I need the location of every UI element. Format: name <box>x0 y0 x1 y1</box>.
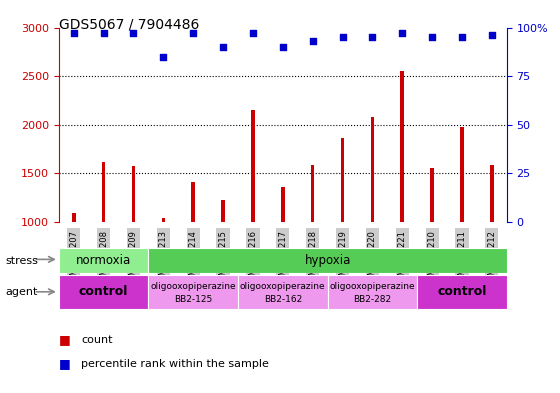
Bar <box>417 275 507 309</box>
Point <box>368 34 377 40</box>
Point <box>129 30 138 37</box>
Text: stress: stress <box>6 255 39 266</box>
Text: ■: ■ <box>59 333 71 347</box>
Bar <box>59 275 148 309</box>
Text: ■: ■ <box>59 357 71 370</box>
Bar <box>400 71 404 222</box>
Text: GDS5067 / 7904486: GDS5067 / 7904486 <box>59 18 199 32</box>
Text: oligooxopiperazine: oligooxopiperazine <box>240 282 325 291</box>
Point <box>69 30 78 37</box>
Bar <box>221 200 225 222</box>
Bar <box>192 182 195 222</box>
Bar <box>59 248 148 273</box>
Text: BB2-125: BB2-125 <box>174 295 212 304</box>
Bar <box>371 117 374 222</box>
Bar <box>430 167 434 222</box>
Bar <box>311 165 315 222</box>
Bar <box>72 213 76 222</box>
Point <box>338 34 347 40</box>
Bar <box>490 165 494 222</box>
Point <box>278 44 287 50</box>
Text: oligooxopiperazine: oligooxopiperazine <box>151 282 236 291</box>
Text: oligooxopiperazine: oligooxopiperazine <box>330 282 415 291</box>
Point <box>398 30 407 37</box>
Point <box>159 53 168 60</box>
Point <box>249 30 258 37</box>
Text: control: control <box>437 285 487 298</box>
Bar <box>161 218 165 222</box>
Bar <box>132 165 136 222</box>
Text: hypoxia: hypoxia <box>305 254 351 267</box>
Bar <box>281 187 284 222</box>
Bar <box>328 275 417 309</box>
Bar <box>148 248 507 273</box>
Point <box>308 38 317 44</box>
Text: BB2-162: BB2-162 <box>264 295 302 304</box>
Point <box>428 34 437 40</box>
Point <box>99 30 108 37</box>
Point <box>189 30 198 37</box>
Bar <box>460 127 464 222</box>
Point <box>458 34 466 40</box>
Text: agent: agent <box>6 286 38 297</box>
Text: percentile rank within the sample: percentile rank within the sample <box>81 358 269 369</box>
Bar <box>148 275 238 309</box>
Bar <box>102 162 105 222</box>
Bar <box>340 138 344 222</box>
Text: count: count <box>81 335 113 345</box>
Text: BB2-282: BB2-282 <box>353 295 391 304</box>
Text: control: control <box>79 285 128 298</box>
Bar <box>238 275 328 309</box>
Point <box>218 44 227 50</box>
Text: normoxia: normoxia <box>76 254 131 267</box>
Point <box>487 32 496 39</box>
Bar <box>251 110 255 222</box>
